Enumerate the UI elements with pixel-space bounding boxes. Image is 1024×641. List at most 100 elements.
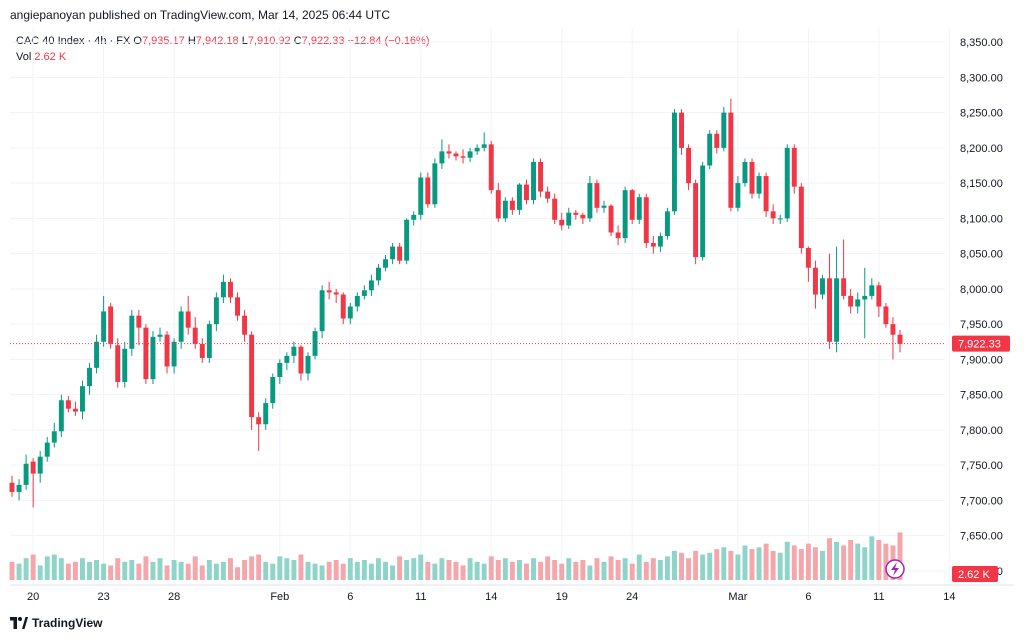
time-tick-label: 14 (943, 591, 955, 603)
candle-body (714, 133, 720, 148)
volume-bar (383, 561, 388, 580)
volume-bar (284, 558, 290, 580)
price-tick-label: 8,100.00 (960, 213, 1003, 225)
volume-bar (629, 563, 635, 580)
volume-bar (87, 561, 92, 580)
volume-bar (164, 565, 170, 580)
volume-bar (312, 563, 318, 580)
lightning-icon[interactable] (885, 559, 905, 579)
close-value: 7,922.33 (301, 35, 345, 47)
candle (890, 317, 896, 360)
candle-body (87, 367, 92, 387)
volume-bar (192, 556, 198, 580)
close-label: C (293, 35, 302, 47)
candle-body (777, 218, 783, 220)
candle-body (580, 214, 586, 219)
price-tick-label: 8,250.00 (960, 108, 1003, 120)
volume-bar (347, 558, 353, 580)
candle-body (552, 198, 558, 220)
volume-bar (143, 556, 149, 580)
candle-body (44, 442, 50, 457)
time-tick-label: 28 (168, 591, 180, 603)
candle-body (418, 177, 424, 215)
candle-body (30, 461, 36, 474)
tradingview-logo[interactable]: TradingView (10, 616, 102, 630)
candle-body (686, 147, 692, 184)
candle (376, 264, 381, 286)
volume-bar (333, 560, 339, 580)
volume-bar (552, 560, 558, 580)
candle (594, 179, 600, 213)
candle-body (784, 147, 790, 219)
candle (206, 320, 212, 363)
candle (805, 246, 811, 282)
candle (686, 144, 692, 191)
candle (291, 341, 297, 363)
candle-body (213, 297, 219, 325)
volume-bar (65, 563, 71, 580)
candle (700, 161, 706, 261)
candle (784, 144, 790, 222)
candle (657, 232, 663, 253)
candle-body (129, 315, 135, 349)
candle-body (291, 346, 297, 356)
volume-bar (756, 547, 762, 580)
candle-body (277, 362, 283, 378)
candle-body (397, 246, 403, 261)
volume-bar (538, 561, 544, 580)
volume-bar (749, 549, 755, 580)
volume-bar (9, 561, 15, 580)
candle-body (249, 334, 255, 418)
volume-label[interactable]: Vol (16, 51, 32, 63)
volume-bar (848, 540, 854, 580)
volume-bar (784, 541, 790, 580)
high-label: H (187, 35, 196, 47)
candle (636, 193, 642, 225)
candle-body (446, 151, 452, 154)
candle-body (707, 133, 713, 166)
candle-body (164, 334, 170, 367)
candle-body (481, 144, 487, 148)
volume-bar (122, 561, 128, 580)
candle (185, 295, 191, 335)
candle-body (467, 151, 473, 158)
change-value: −12.84 (−0.16%) (347, 35, 430, 47)
candle (629, 188, 635, 225)
candle (72, 401, 78, 416)
volume-bar (636, 554, 642, 580)
volume-bar (390, 565, 396, 580)
candle (545, 186, 551, 203)
volume-bar (559, 563, 565, 580)
candle-body (185, 311, 191, 328)
candle-body (545, 191, 551, 199)
price-tick-label: 7,800.00 (960, 425, 1003, 437)
candle (347, 302, 353, 325)
candle (80, 380, 85, 420)
volume-bar (220, 561, 226, 580)
candle (9, 475, 15, 497)
volume-bar (897, 532, 903, 580)
price-tick-label: 7,850.00 (960, 390, 1003, 402)
price-tick-label: 7,900.00 (960, 354, 1003, 366)
candle (467, 147, 473, 162)
candle-body (770, 211, 776, 219)
candle (228, 278, 233, 303)
symbol-title[interactable]: CAC 40 Index · 4h · FX (16, 35, 131, 47)
time-tick-label: 14 (485, 591, 497, 603)
volume-bar (657, 560, 663, 580)
volume-bar (601, 561, 607, 580)
candle-body (347, 306, 353, 319)
volume-bar (150, 561, 156, 580)
volume-bar (883, 543, 889, 580)
volume-bar (199, 565, 205, 580)
volume-bar (249, 556, 255, 580)
candle (65, 396, 71, 413)
candle (439, 139, 445, 170)
candle-body (474, 147, 480, 152)
last-price-marker: 7,922.33 2.62 K (10, 335, 1010, 582)
time-tick-label: Feb (270, 591, 289, 603)
candle-body (657, 235, 663, 247)
candle (277, 359, 283, 385)
candle (383, 255, 388, 272)
